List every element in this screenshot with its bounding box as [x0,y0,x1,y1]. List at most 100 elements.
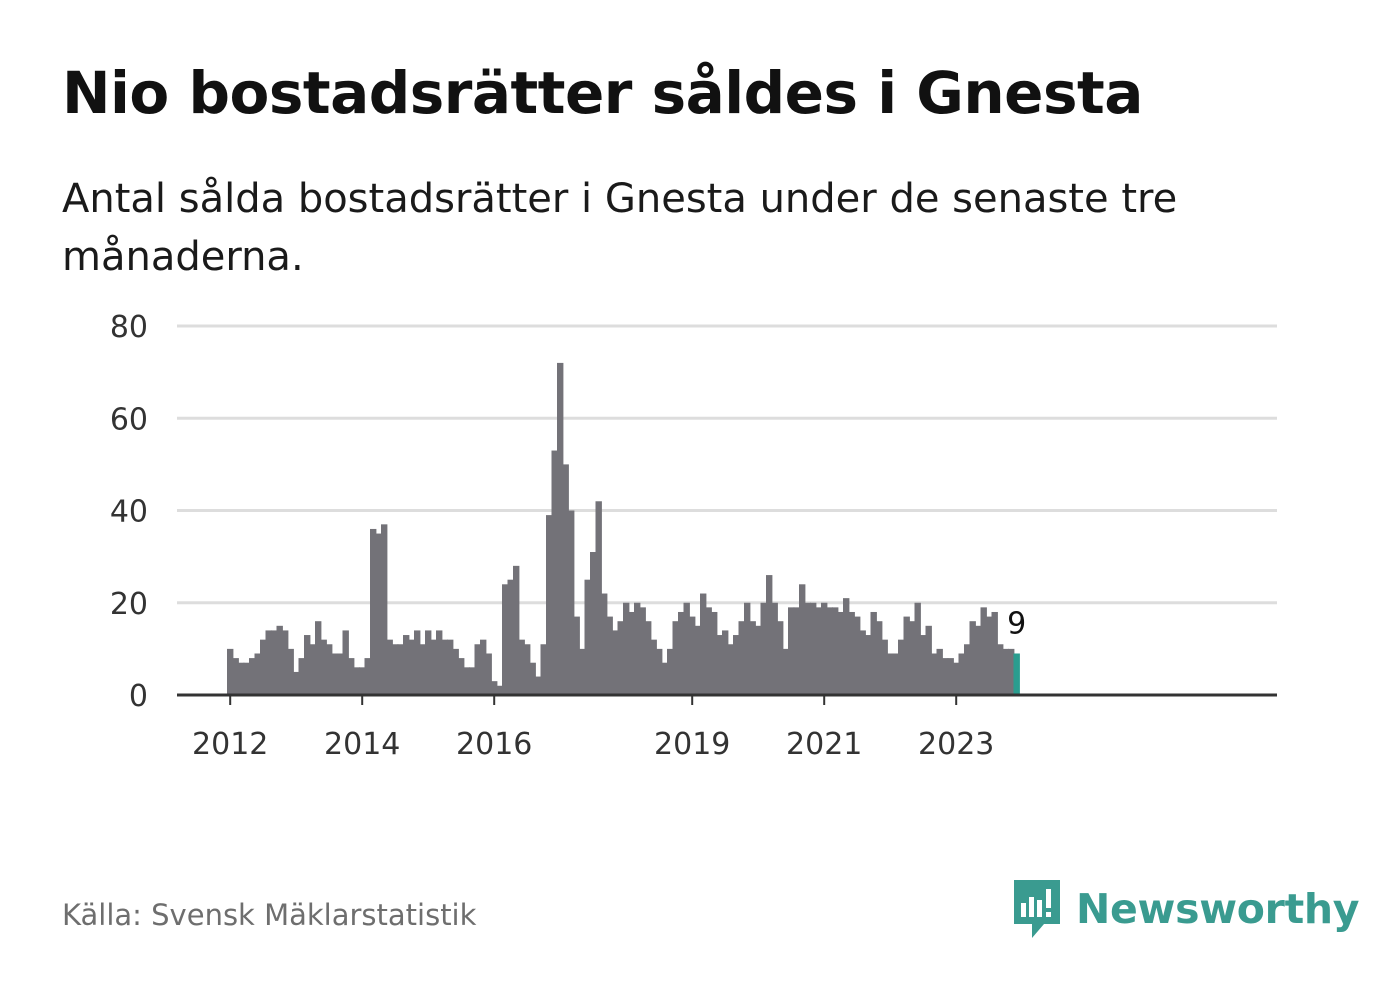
bar [991,611,998,695]
bar [276,625,283,695]
bar [425,630,432,695]
last-value-label: 9 [1007,606,1026,641]
bar [595,501,602,695]
bar [678,611,685,695]
bar [689,616,696,695]
x-tick-label: 2012 [192,727,268,762]
brand-logo[interactable]: Newsworthy [1012,878,1359,940]
bar-chart: 0 20 40 60 80 2012 2014 2016 2019 2021 2023 9 [110,310,1277,762]
bar [1008,648,1015,696]
bar [568,510,575,695]
bar [645,621,652,695]
bar [947,658,954,695]
bar [727,644,734,695]
bar [623,602,630,695]
bar [249,658,256,695]
source-note: Källa: Svensk Mäklarstatistik [62,898,477,932]
y-axis-labels: 0 20 40 60 80 [110,310,148,714]
bar [496,685,503,695]
chart-title: Nio bostadsrätter såldes i Gnesta [62,59,1143,127]
bar [579,648,586,696]
bar [738,621,745,695]
bar [612,630,619,695]
bar [925,625,932,695]
bar [859,630,866,695]
x-axis-labels: 2012 2014 2016 2019 2021 2023 [192,727,994,762]
bar [337,653,344,695]
annotations: 9 [1007,606,1026,641]
bar [953,662,960,695]
bar [936,648,943,696]
bar [408,639,415,695]
y-tick-label: 20 [110,587,148,622]
bar [469,667,476,695]
bar [958,653,965,695]
bar [342,630,349,695]
bar [650,639,657,695]
bar [920,635,927,695]
x-tick-label: 2019 [654,727,730,762]
bar [716,635,723,695]
bar [260,639,267,695]
bar [821,602,828,695]
bar [452,648,459,696]
bar [661,662,668,695]
bar [238,662,245,695]
x-tick-label: 2021 [786,727,862,762]
bar [309,644,316,695]
bar [232,658,239,695]
x-tick-label: 2023 [918,727,994,762]
bar [969,621,976,695]
bar [507,579,514,695]
bar [865,635,872,695]
bar [529,662,536,695]
bar [793,607,800,695]
bar [403,635,410,695]
bar [271,630,278,695]
bar [557,362,564,695]
bar [491,681,498,695]
bar [601,593,608,695]
bar [606,616,613,695]
bar [584,579,591,695]
bar [980,607,987,695]
bar [326,644,333,695]
bar [392,644,399,695]
bar [942,658,949,695]
bar [480,639,487,695]
bar [832,607,839,695]
bar [298,658,305,695]
bar [870,611,877,695]
bar [524,644,531,695]
bar [227,648,234,696]
bar [628,611,635,695]
bar [826,607,833,695]
bar [282,630,289,695]
bar [243,662,250,695]
bar [997,644,1004,695]
bar [540,644,547,695]
y-tick-label: 80 [110,310,148,345]
x-tick-label: 2014 [324,727,400,762]
bar [755,625,762,695]
bar [386,639,393,695]
bar [414,630,421,695]
bar [744,602,751,695]
bar [551,450,558,695]
bar [458,658,465,695]
bar [672,621,679,695]
bar [590,552,597,695]
bar [320,639,327,695]
bar [694,625,701,695]
bar [854,616,861,695]
bar [430,639,437,695]
bar [898,639,905,695]
bar [903,616,910,695]
chart-subtitle: Antal sålda bostadsrätter i Gnesta under… [62,176,1178,280]
bar [799,584,806,695]
bar [700,593,707,695]
bar [815,607,822,695]
bar [892,653,899,695]
bar [375,533,382,695]
bar [397,644,404,695]
